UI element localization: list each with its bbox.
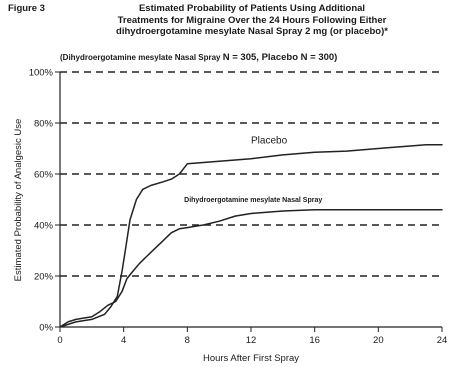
y-tick-label: 0% — [39, 323, 53, 334]
series-line-1 — [59, 208, 443, 328]
axes — [55, 71, 443, 332]
x-tick-label: 8 — [185, 335, 190, 346]
tick-labels: 0% 20% 40% 60% 80% 100% 0 4 8 12 16 20 24 — [29, 68, 448, 347]
series-labels: Placebo Dihydroergotamine mesylate Nasal … — [184, 135, 322, 204]
y-tick-label: 20% — [34, 272, 54, 283]
x-tick-label: 20 — [373, 335, 384, 346]
chart-subtitle: (Dihydroergotamine mesylate Nasal Spray … — [60, 52, 337, 63]
y-tick-label: 80% — [34, 119, 54, 130]
series-label-1: Dihydroergotamine mesylate Nasal Spray — [184, 197, 322, 204]
x-tick-label: 4 — [121, 335, 126, 346]
y-tick-label: 60% — [34, 170, 54, 181]
y-tick-label: 40% — [34, 221, 54, 232]
x-tick-label: 16 — [309, 335, 320, 346]
y-tick-label: 100% — [29, 68, 54, 79]
grid-lines — [60, 71, 442, 277]
y-axis-title: Estimated Probability of Analgesic Use — [13, 119, 24, 282]
chart-title: Estimated Probability of Patients Using … — [92, 3, 412, 38]
chart-title-line-1: Estimated Probability of Patients Using … — [138, 3, 366, 14]
x-tick-label: 24 — [437, 335, 448, 346]
subtitle-small: (Dihydroergotamine mesylate Nasal Spray — [60, 53, 221, 62]
chart-title-line-3: dihydroergotamine mesylate Nasal Spray 2… — [116, 26, 388, 37]
x-tick-label: 12 — [246, 335, 257, 346]
figure-label: Figure 3 — [8, 3, 45, 14]
x-axis-title: Hours After First Spray — [203, 353, 299, 364]
subtitle-big: N = 305, Placebo N = 300) — [222, 52, 338, 63]
chart-title-line-2: Treatments for Migraine Over the 24 Hour… — [117, 14, 387, 26]
series-lines — [59, 143, 443, 328]
series-line-0 — [59, 143, 443, 328]
series-label-0: Placebo — [251, 135, 288, 146]
x-tick-label: 0 — [57, 335, 62, 346]
